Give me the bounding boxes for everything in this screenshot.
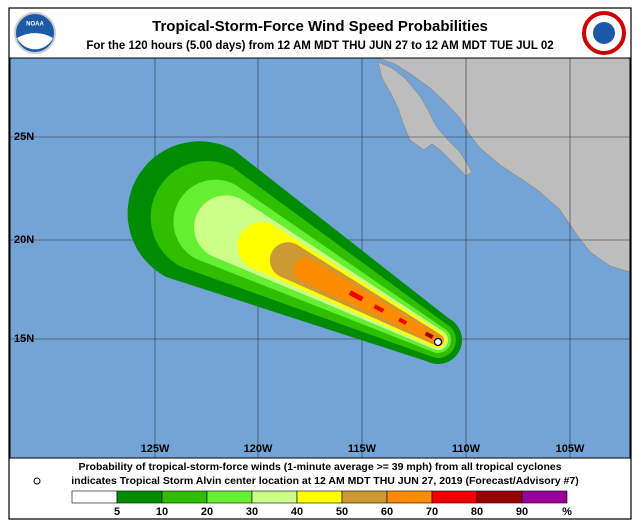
- legend-swatch: [251, 490, 298, 504]
- legend-label: 40: [291, 506, 303, 518]
- storm-center: [433, 337, 443, 347]
- legend-label: 50: [336, 506, 348, 518]
- nws-logo-center: [593, 22, 615, 44]
- frame: [8, 7, 632, 520]
- legend-swatch: [296, 490, 343, 504]
- legend-label: 30: [246, 506, 258, 518]
- map: [10, 58, 630, 458]
- island: [605, 234, 619, 238]
- subtitle: For the 120 hours (5.00 days) from 12 AM…: [86, 40, 553, 52]
- lon-label: 115W: [348, 443, 377, 455]
- footer-line2: indicates Tropical Storm Alvin center lo…: [71, 475, 578, 487]
- noaa-logo-text: NOAA: [26, 22, 44, 28]
- lat-label: 25N: [14, 131, 34, 143]
- noaa-logo-wave: [17, 33, 53, 50]
- mainland-mexico: [377, 58, 630, 273]
- legend-swatch: [116, 490, 163, 504]
- legend-swatch: [476, 490, 523, 504]
- legend-label: %: [562, 506, 572, 518]
- lon-label: 120W: [244, 443, 273, 455]
- legend-label: 90: [516, 506, 528, 518]
- title: Tropical-Storm-Force Wind Speed Probabil…: [152, 18, 488, 35]
- lat-label: 15N: [14, 333, 34, 345]
- center-symbol: [33, 477, 41, 485]
- legend-label: 20: [201, 506, 213, 518]
- lon-label: 125W: [141, 443, 170, 455]
- legend-swatch: [206, 490, 253, 504]
- legend-label: 60: [381, 506, 393, 518]
- legend-label: 10: [156, 506, 168, 518]
- lon-label: 105W: [556, 443, 585, 455]
- axis-labels: 25N 20N 15N 125W 120W 115W 110W 105W: [14, 131, 585, 455]
- prob-80: [424, 331, 434, 339]
- legend: 5 10 20 30 40 50 60 70 80 90%: [71, 490, 572, 518]
- lat-label: 20N: [14, 234, 34, 246]
- prob-70: [398, 317, 408, 325]
- probability-swath: [127, 141, 462, 364]
- footer-line1: Probability of tropical-storm-force wind…: [78, 461, 561, 473]
- prob-70: [373, 304, 385, 313]
- lon-label: 110W: [452, 443, 481, 455]
- legend-swatch: [521, 490, 568, 504]
- legend-swatch: [341, 490, 388, 504]
- legend-label: 5: [114, 506, 120, 518]
- legend-swatch: [71, 490, 118, 504]
- prob-70: [348, 290, 364, 302]
- legend-label: 70: [426, 506, 438, 518]
- legend-swatch: [161, 490, 208, 504]
- legend-label: 80: [471, 506, 483, 518]
- baja-california: [377, 61, 473, 177]
- legend-swatch: [431, 490, 478, 504]
- legend-swatch: [386, 490, 433, 504]
